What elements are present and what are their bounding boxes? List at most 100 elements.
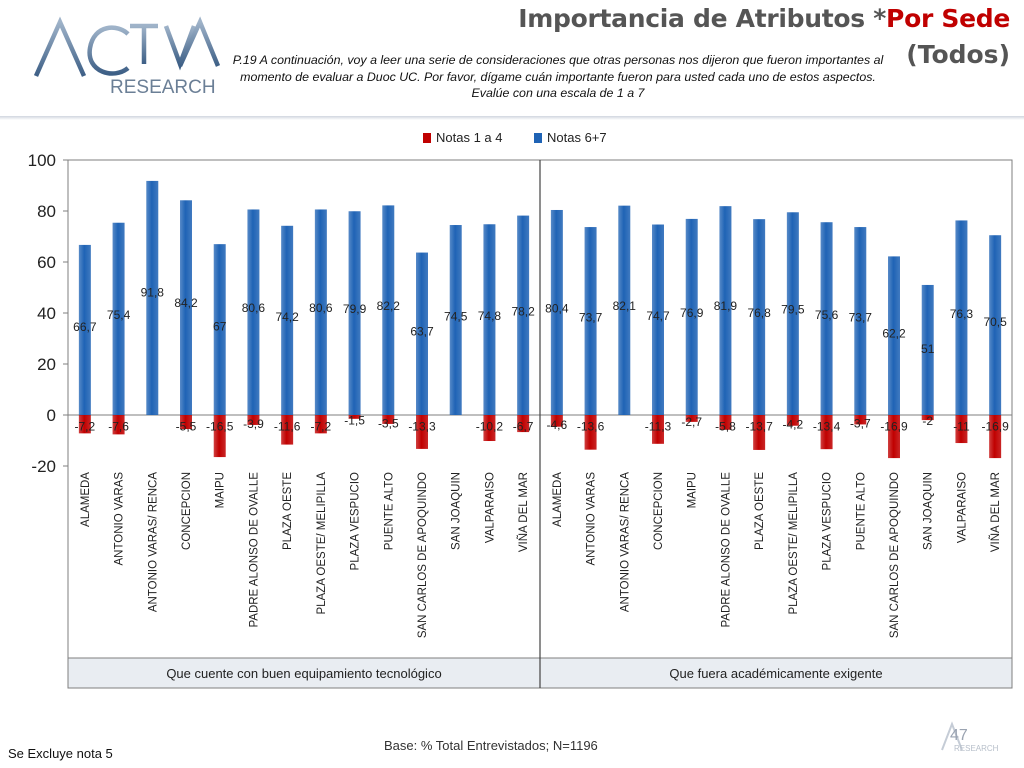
header-divider bbox=[0, 116, 1024, 120]
data-label-notas-6-7: 76,3 bbox=[950, 307, 974, 321]
data-label-notas-1-4: -10,2 bbox=[476, 419, 504, 433]
data-label-notas-6-7: 76,8 bbox=[747, 306, 771, 320]
bar-notas-6-7 bbox=[348, 211, 361, 415]
data-label-notas-1-4: -7,6 bbox=[108, 419, 129, 433]
data-label-notas-1-4: -3,7 bbox=[850, 417, 871, 431]
bar-notas-6-7 bbox=[888, 256, 900, 415]
data-label-notas-1-4: -3,9 bbox=[243, 417, 264, 431]
category-label: CONCEPCION bbox=[181, 472, 193, 550]
y-tick-label: 100 bbox=[28, 151, 56, 170]
category-label: PLAZA OESTE/ MELIPILLA bbox=[788, 472, 800, 615]
data-label-notas-1-4: -16,9 bbox=[880, 419, 908, 433]
data-label-notas-1-4: -2,7 bbox=[681, 415, 702, 429]
bar-notas-1-4 bbox=[247, 415, 260, 425]
bar-notas-1-4 bbox=[382, 415, 395, 424]
y-tick-label: 20 bbox=[37, 355, 56, 374]
footnote-excluye: Se Excluye nota 5 bbox=[8, 746, 113, 761]
category-label: PADRE ALONSO DE OVALLE bbox=[720, 472, 732, 628]
category-label: SAN JOAQUIN bbox=[923, 472, 935, 550]
footnote-base: Base: % Total Entrevistados; N=1196 bbox=[384, 738, 598, 753]
category-label: SAN CARLOS DE APOQUINDO bbox=[889, 472, 901, 638]
data-label-notas-6-7: 51 bbox=[921, 342, 935, 356]
category-label: ALAMEDA bbox=[80, 472, 92, 527]
mini-logo: RESEARCH bbox=[941, 721, 999, 753]
data-label-notas-6-7: 78,2 bbox=[511, 304, 535, 318]
data-label-notas-1-4: -4,2 bbox=[783, 417, 804, 431]
data-label-notas-1-4: -5,8 bbox=[715, 419, 736, 433]
category-label: ANTONIO VARAS bbox=[586, 472, 598, 566]
y-tick-label: 40 bbox=[37, 304, 56, 323]
question-text: P.19 A continuación, voy a leer una seri… bbox=[232, 53, 884, 100]
data-label-notas-6-7: 74,2 bbox=[275, 310, 299, 324]
bar-notas-6-7 bbox=[955, 220, 968, 415]
category-label: PLAZA OESTE/ MELIPILLA bbox=[316, 472, 328, 615]
category-label: ANTONIO VARAS/ RENCA bbox=[619, 472, 631, 612]
data-label-notas-6-7: 82,2 bbox=[377, 299, 401, 313]
data-label-notas-1-4: -3,5 bbox=[378, 416, 399, 430]
bar-notas-6-7 bbox=[584, 227, 597, 415]
bar-notas-6-7 bbox=[820, 222, 833, 415]
category-label: SAN CARLOS DE APOQUINDO bbox=[417, 472, 429, 638]
page-number: 47 bbox=[950, 727, 968, 744]
bar-notas-6-7 bbox=[213, 244, 226, 415]
data-label-notas-6-7: 75,4 bbox=[107, 308, 131, 322]
data-label-notas-1-4: -1,5 bbox=[344, 413, 365, 427]
group-label: Que cuente con buen equipamiento tecnoló… bbox=[166, 666, 441, 681]
bar-notas-6-7 bbox=[921, 284, 934, 415]
bar-notas-6-7 bbox=[685, 218, 698, 415]
bar-notas-6-7 bbox=[854, 227, 867, 415]
category-label: ALAMEDA bbox=[552, 472, 564, 527]
bar-notas-6-7 bbox=[449, 225, 462, 415]
data-label-notas-1-4: -11,3 bbox=[645, 419, 672, 433]
data-label-notas-1-4: -13,6 bbox=[577, 419, 605, 433]
bar-notas-1-4 bbox=[348, 415, 361, 419]
category-label: PLAZA VESPUCIO bbox=[350, 472, 362, 570]
bar-notas-1-4 bbox=[416, 415, 428, 449]
bar-notas-1-4 bbox=[180, 415, 192, 430]
data-label-notas-6-7: 73,7 bbox=[849, 311, 873, 325]
bar-notas-6-7 bbox=[382, 205, 395, 415]
bar-notas-1-4 bbox=[753, 415, 766, 450]
bar-notas-1-4 bbox=[786, 415, 799, 426]
bar-notas-1-4 bbox=[820, 415, 833, 450]
data-label-notas-6-7: 80,6 bbox=[309, 301, 333, 315]
category-label: ANTONIO VARAS/ RENCA bbox=[147, 472, 159, 612]
y-tick-label: 60 bbox=[37, 253, 56, 272]
data-label-notas-1-4: -13,3 bbox=[408, 419, 436, 433]
data-label-notas-1-4: -11,6 bbox=[274, 419, 301, 433]
data-label-notas-6-7: 84,2 bbox=[174, 296, 198, 310]
bar-notas-1-4 bbox=[483, 415, 496, 442]
legend-swatch bbox=[534, 133, 542, 143]
bar-notas-1-4 bbox=[719, 415, 732, 430]
category-label: VIÑA DEL MAR bbox=[517, 472, 530, 552]
y-tick-label: 80 bbox=[37, 202, 56, 221]
bar-notas-1-4 bbox=[685, 415, 698, 422]
title-accent: Por Sede bbox=[886, 4, 1010, 33]
data-label-notas-1-4: -5,5 bbox=[176, 419, 197, 433]
data-label-notas-1-4: -11 bbox=[953, 419, 970, 433]
data-label-notas-6-7: 80,4 bbox=[545, 301, 569, 315]
bar-notas-6-7 bbox=[180, 200, 192, 415]
page-title: Importancia de Atributos *Por Sede bbox=[518, 4, 1010, 33]
data-label-notas-1-4: -6,7 bbox=[513, 419, 534, 433]
bar-notas-6-7 bbox=[550, 209, 563, 415]
category-label: MAIPU bbox=[687, 472, 699, 508]
data-label-notas-1-4: -7,2 bbox=[75, 419, 96, 433]
legend-label: Notas 6+7 bbox=[547, 130, 607, 145]
data-label-notas-6-7: 76,9 bbox=[680, 306, 704, 320]
bar-notas-1-4 bbox=[854, 415, 867, 425]
data-label-notas-1-4: -4,6 bbox=[547, 418, 568, 432]
data-label-notas-6-7: 70,5 bbox=[983, 315, 1007, 329]
data-label-notas-6-7: 67 bbox=[213, 320, 227, 334]
category-label: ANTONIO VARAS bbox=[114, 472, 126, 566]
bar-notas-1-4 bbox=[584, 415, 597, 450]
bar-notas-6-7 bbox=[786, 212, 799, 415]
bar-notas-6-7 bbox=[146, 180, 159, 415]
bar-notas-6-7 bbox=[247, 209, 260, 415]
activa-research-logo: RESEARCH bbox=[33, 16, 220, 98]
bar-notas-6-7 bbox=[78, 244, 91, 415]
data-label-notas-6-7: 73,7 bbox=[579, 311, 603, 325]
data-label-notas-1-4: -16,5 bbox=[206, 419, 234, 433]
title-main: Importancia de Atributos * bbox=[518, 4, 887, 33]
bar-notas-1-4 bbox=[921, 415, 934, 421]
